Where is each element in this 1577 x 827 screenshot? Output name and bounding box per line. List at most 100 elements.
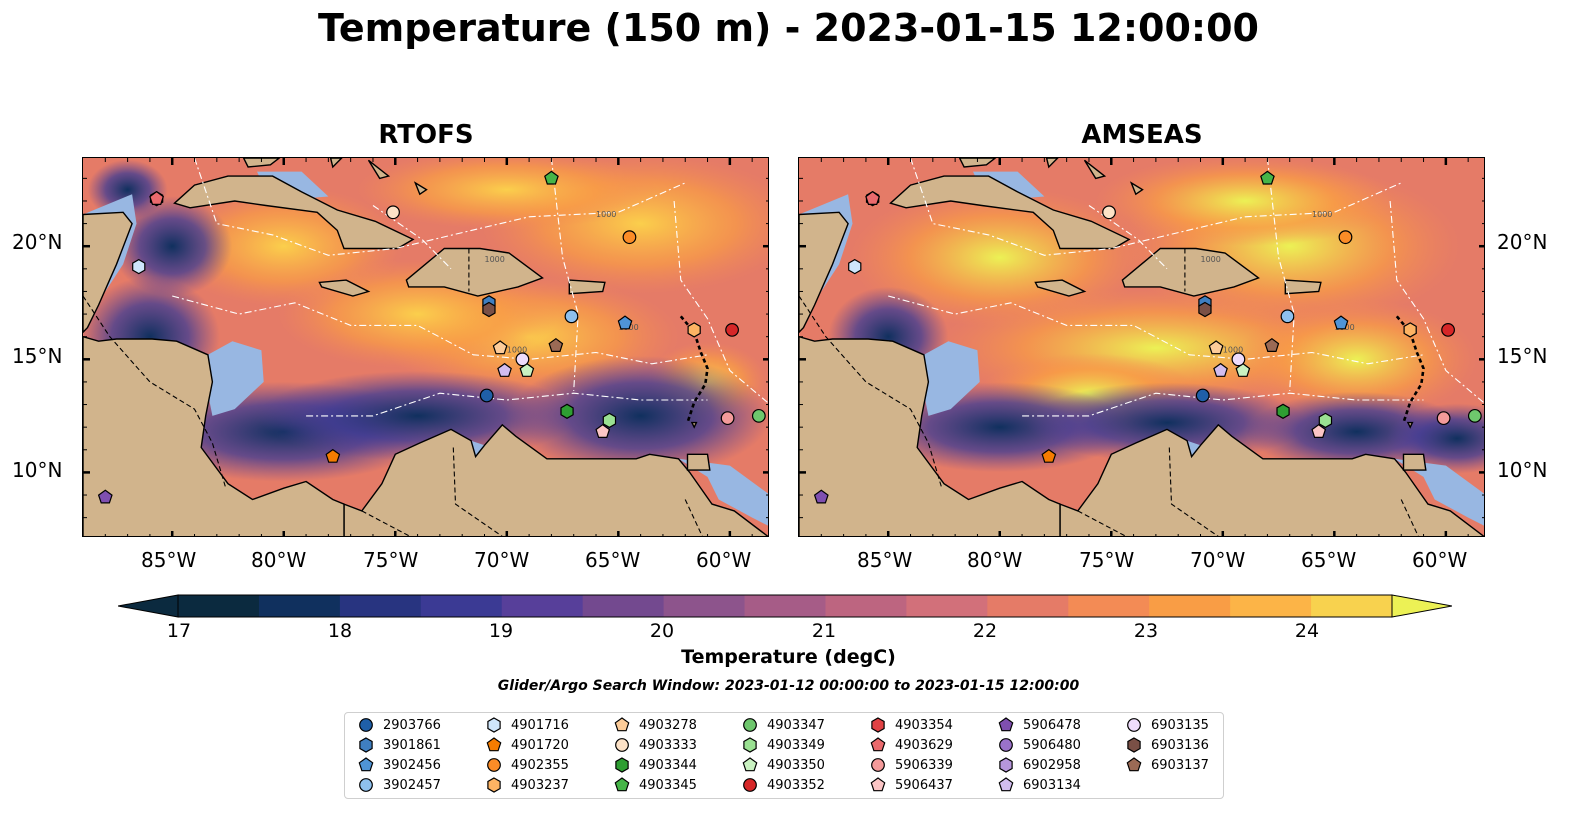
legend-item-4903344: 4903344 bbox=[613, 755, 697, 775]
land-trinidad bbox=[1402, 453, 1427, 471]
legend-item-5906437: 5906437 bbox=[869, 775, 953, 795]
land-puertoRico bbox=[1284, 279, 1322, 295]
legend-marker-icon bbox=[359, 737, 373, 753]
eez-boundary-line bbox=[1022, 392, 1424, 417]
colorbar-segment bbox=[825, 595, 907, 617]
platform-marker-2903766 bbox=[479, 388, 494, 403]
legend-marker-icon bbox=[1127, 718, 1141, 732]
land-islas bbox=[690, 421, 698, 429]
colorbar-tick-label: 22 bbox=[972, 620, 998, 642]
platform-marker-3902457 bbox=[1280, 309, 1295, 324]
legend-label: 4901720 bbox=[511, 737, 569, 753]
legend-label: 4901716 bbox=[511, 717, 569, 733]
legend-label: 6903137 bbox=[1151, 757, 1209, 773]
platform-marker-4902355 bbox=[1338, 230, 1353, 245]
legend-item-4902355: 4902355 bbox=[485, 755, 569, 775]
platform-marker-4903333 bbox=[386, 205, 400, 220]
platform-marker-4903349 bbox=[602, 412, 617, 429]
isobath-label: 1000 bbox=[596, 210, 616, 219]
land-centralAmerica bbox=[83, 335, 345, 536]
country-border-line bbox=[83, 295, 227, 489]
land-florida bbox=[242, 158, 281, 168]
land-bahamas3 bbox=[1129, 181, 1144, 196]
colorbar bbox=[117, 591, 1453, 621]
eez-boundary-line bbox=[888, 295, 1424, 365]
platform-marker-4903333 bbox=[1102, 205, 1116, 220]
lat-tick-label: 15°N bbox=[12, 344, 63, 368]
lon-tick-label: 75°W bbox=[1079, 548, 1135, 572]
colorbar-segment bbox=[906, 595, 988, 617]
shallow-shelf bbox=[678, 458, 768, 526]
platform-marker-6903136 bbox=[482, 301, 496, 318]
eez-boundary-line bbox=[1266, 158, 1295, 392]
legend-item-4903345: 4903345 bbox=[613, 775, 697, 795]
colorbar-segment bbox=[258, 595, 341, 617]
colorbar-tick-label: 21 bbox=[811, 620, 837, 642]
legend-label: 4903349 bbox=[767, 737, 825, 753]
legend-marker-icon bbox=[487, 717, 501, 733]
platform-marker-6903137 bbox=[548, 337, 564, 352]
legend-item-4903333: 4903333 bbox=[613, 735, 697, 755]
legend-marker-icon bbox=[1126, 757, 1142, 772]
land-puertoRico bbox=[568, 279, 606, 295]
legend-marker-icon bbox=[871, 717, 885, 733]
legend-label: 6903136 bbox=[1151, 737, 1209, 753]
colorbar-extend-min bbox=[117, 594, 179, 618]
legend-item-5906478: 5906478 bbox=[997, 715, 1081, 735]
colorbar-tick-label: 19 bbox=[488, 620, 514, 642]
platform-marker-5906478 bbox=[97, 489, 113, 504]
platform-marker-6903135 bbox=[515, 352, 530, 367]
legend-item-4903349: 4903349 bbox=[741, 735, 825, 755]
panel-title-rtofs: RTOFS bbox=[378, 120, 474, 150]
legend-marker-icon bbox=[359, 778, 373, 792]
colorbar-segment bbox=[339, 595, 422, 617]
legend-item-3902456: 3902456 bbox=[357, 755, 441, 775]
legend-label: 4903352 bbox=[767, 777, 825, 793]
colorbar-tick-label: 20 bbox=[649, 620, 675, 642]
legend-item-6903135: 6903135 bbox=[1125, 715, 1209, 735]
legend-item-5906480: 5906480 bbox=[997, 735, 1081, 755]
platform-marker-4903349 bbox=[1318, 412, 1333, 429]
land-bahamas3 bbox=[413, 181, 428, 196]
legend-label: 5906339 bbox=[895, 757, 953, 773]
colorbar-segment bbox=[178, 595, 260, 617]
colorbar-outline bbox=[177, 594, 1393, 618]
legend-item-4901716: 4901716 bbox=[485, 715, 569, 735]
legend-item-3902457: 3902457 bbox=[357, 775, 441, 795]
land-jamaica bbox=[318, 279, 371, 297]
colorbar-tick-label: 24 bbox=[1294, 620, 1320, 642]
land-bahamas1 bbox=[1045, 158, 1059, 169]
country-border-line bbox=[452, 447, 503, 536]
platform-marker-4903347 bbox=[1467, 408, 1482, 423]
legend-item-4903354: 4903354 bbox=[869, 715, 953, 735]
platform-marker-4903352 bbox=[725, 323, 739, 337]
land-florida bbox=[958, 158, 997, 168]
land-centralAmerica bbox=[799, 335, 1061, 536]
lon-tick-label: 85°W bbox=[141, 548, 197, 572]
platform-marker-5906478 bbox=[813, 489, 829, 504]
land-hispaniola bbox=[1121, 247, 1260, 297]
colorbar-segment bbox=[1311, 595, 1393, 617]
eez-boundary-line bbox=[172, 295, 708, 365]
legend-marker-icon bbox=[359, 718, 373, 732]
legend-item-3901861: 3901861 bbox=[357, 735, 441, 755]
legend-marker-icon bbox=[999, 738, 1013, 752]
platform-marker-4903347 bbox=[751, 408, 766, 423]
platform-marker-4901716 bbox=[848, 258, 862, 275]
legend-item-4903350: 4903350 bbox=[741, 755, 825, 775]
colorbar-segment bbox=[744, 595, 826, 617]
isobath-label: 1000 bbox=[1200, 255, 1220, 264]
colorbar-segment bbox=[987, 595, 1069, 617]
country-border-line bbox=[1168, 447, 1219, 536]
legend-marker-icon bbox=[1127, 737, 1141, 753]
platform-marker-4903237 bbox=[1403, 322, 1417, 338]
land-southAmerica bbox=[1059, 423, 1484, 536]
colorbar-tick-label: 18 bbox=[327, 620, 353, 642]
platform-marker-4903345 bbox=[1260, 170, 1275, 185]
lon-tick-label: 75°W bbox=[363, 548, 419, 572]
land-bahamas2 bbox=[367, 159, 391, 180]
legend-marker-icon bbox=[998, 717, 1014, 732]
legend-marker-icon bbox=[487, 758, 501, 772]
